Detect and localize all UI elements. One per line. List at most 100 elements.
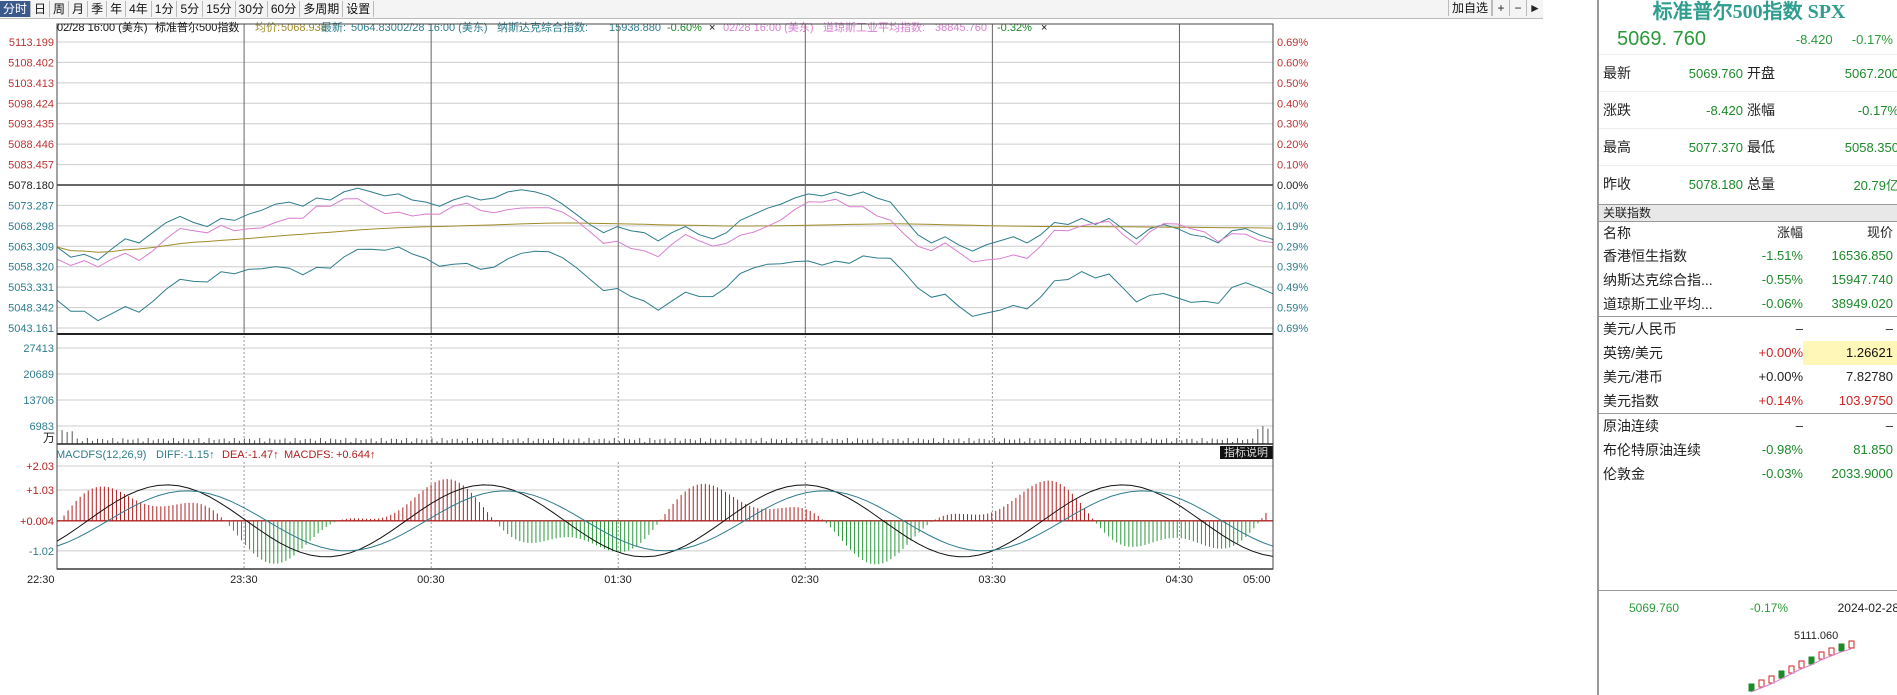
add-to-watchlist-button[interactable]: 加自选 <box>1447 0 1492 16</box>
minus-icon[interactable]: − <box>1509 0 1526 16</box>
time-axis-label: 02:30 <box>791 574 819 586</box>
period-button[interactable]: 日 <box>31 1 51 17</box>
stat-value: 5069.760 <box>1688 65 1743 81</box>
related-row[interactable]: 美元/人民币 – – <box>1599 316 1897 341</box>
related-row[interactable]: 香港恒生指数 -1.51% 16536.850 <box>1599 244 1897 268</box>
time-axis-label: 00:30 <box>417 574 445 586</box>
stat-label: 最低 <box>1747 139 1775 155</box>
chart-header-text: 02/28 16:00 (美东) <box>397 21 488 34</box>
macd-header-text: MACDFS(12,26,9) <box>56 449 146 461</box>
stat-value: -0.17% <box>1857 102 1897 118</box>
pct-axis-label: 0.40% <box>1277 98 1308 110</box>
col-price: 现价 <box>1866 225 1893 240</box>
volume-axis-label: 13706 <box>23 395 54 407</box>
toolbar-right: 加自选 + − ► <box>1447 0 1543 18</box>
stat-label: 最新 <box>1603 65 1631 81</box>
price-axis-label: 5103.413 <box>8 78 54 90</box>
chart-header-text: 均价: <box>255 21 280 34</box>
period-button[interactable]: 30分 <box>236 1 268 17</box>
time-axis-label: 23:30 <box>230 574 258 586</box>
avg-price-line <box>56 222 1274 253</box>
stat-label: 最高 <box>1603 139 1631 155</box>
stat-row: 昨收 5078.180 总量 20.79亿 <box>1599 165 1897 202</box>
period-toolbar: 分时日周月季年 4年 1分 5分 15分 30分 60分 多周期 设置 加自选 + − ► <box>0 0 1543 19</box>
period-button[interactable]: 分时 <box>0 1 32 17</box>
price-axis-label: 5098.424 <box>8 98 54 110</box>
period-button[interactable]: 年 <box>107 1 127 17</box>
chart-header-text: 5064.830 <box>351 22 397 34</box>
stat-value: 20.79亿 <box>1853 177 1897 193</box>
related-indices-header: 关联指数 <box>1599 204 1897 222</box>
chart-header-text: -0.60% <box>667 22 702 34</box>
footer-pct: -0.17% <box>1749 601 1789 615</box>
nasdaq-compare-line <box>56 246 1274 322</box>
mini-kline-chart: 5111.060 <box>1748 630 1855 693</box>
related-pct: -1.51% <box>1761 248 1803 263</box>
chart-header-text: 02/28 16:00 (美东) <box>57 21 148 34</box>
period-button[interactable]: 多周期 <box>300 1 344 17</box>
chart-header-text: × <box>709 22 715 34</box>
price-axis-label: 5093.435 <box>8 119 54 131</box>
volume-unit-label: 万 <box>43 431 55 445</box>
quote-stats: 最新 5069.760 开盘 5067.200 涨跌 -8.420 涨幅 -0.17% 最高 50… <box>1599 54 1897 202</box>
price-axis-label: 5083.457 <box>8 160 54 172</box>
macd-header-text: DIFF: <box>156 449 184 461</box>
pct-axis-label: 0.00% <box>1277 180 1308 192</box>
related-name: 伦敦金 <box>1603 466 1645 482</box>
indicator-help-button[interactable]: 指标说明 <box>1224 445 1268 459</box>
stat-value: 5078.180 <box>1688 176 1743 192</box>
stat-row: 最新 5069.760 开盘 5067.200 <box>1599 54 1897 91</box>
related-price: 15947.740 <box>1831 272 1893 287</box>
period-button[interactable]: 4年 <box>126 1 152 17</box>
related-row[interactable]: 美元/港币 +0.00% 7.82780 <box>1599 365 1897 389</box>
macd-header-text: MACDFS: <box>284 449 334 461</box>
macd-header-text: +0.644↑ <box>336 449 375 461</box>
related-pct: +0.14% <box>1758 393 1803 408</box>
pct-axis-label: 0.50% <box>1277 78 1308 90</box>
pct-axis-label: 0.10% <box>1277 200 1308 212</box>
related-row[interactable]: 道琼斯工业平均... -0.06% 38949.020 <box>1599 292 1897 316</box>
macd-dea-line <box>56 490 1274 552</box>
mini-candle <box>1808 656 1815 665</box>
stat-label: 昨收 <box>1603 176 1631 192</box>
macd-header-text: -1.15↑ <box>184 449 215 461</box>
mini-candle <box>1778 670 1785 679</box>
stat-label: 开盘 <box>1747 65 1775 81</box>
related-row[interactable]: 纳斯达克综合指... -0.55% 15947.740 <box>1599 268 1897 292</box>
plus-icon[interactable]: + <box>1492 0 1509 16</box>
pct-axis-label: 0.10% <box>1277 160 1308 172</box>
mini-candle <box>1798 660 1805 669</box>
arrow-right-icon[interactable]: ► <box>1526 0 1543 16</box>
related-price: 81.850 <box>1853 442 1893 457</box>
related-price: – <box>1885 418 1893 433</box>
price-axis-label: 5048.342 <box>8 303 54 315</box>
period-button[interactable]: 月 <box>69 1 89 17</box>
period-button[interactable]: 15分 <box>203 1 236 17</box>
related-row[interactable]: 布伦特原油连续 -0.98% 81.850 <box>1599 438 1897 462</box>
pct-axis-label: 0.49% <box>1277 282 1308 294</box>
related-column-headers: 名称 涨幅 现价 <box>1599 222 1897 244</box>
related-row[interactable]: 原油连续 – – <box>1599 413 1897 438</box>
period-button[interactable]: 季 <box>88 1 108 17</box>
related-row[interactable]: 美元指数 +0.14% 103.9750 <box>1599 389 1897 413</box>
related-row[interactable]: 伦敦金 -0.03% 2033.9000 <box>1599 462 1897 486</box>
related-pct: -0.98% <box>1761 442 1803 457</box>
period-button[interactable]: 1分 <box>152 1 178 17</box>
price-axis-label: 5063.309 <box>8 241 54 253</box>
pct-axis-label: 0.69% <box>1277 323 1308 335</box>
mini-ma-line <box>1750 648 1852 693</box>
related-price: 16536.850 <box>1831 248 1893 263</box>
macd-axis-label: +1.03 <box>26 485 54 497</box>
price-axis-label: 5043.161 <box>8 323 54 335</box>
period-button[interactable]: 5分 <box>177 1 204 17</box>
related-row[interactable]: 英镑/美元 +0.00% 1.26621 <box>1599 341 1897 365</box>
mini-candle <box>1768 675 1775 684</box>
period-button[interactable]: 设置 <box>343 1 375 17</box>
period-button[interactable]: 周 <box>50 1 70 17</box>
mini-candle <box>1838 643 1845 652</box>
pct-axis-label: 0.39% <box>1277 262 1308 274</box>
period-button[interactable]: 60分 <box>268 1 301 17</box>
col-name: 名称 <box>1603 225 1631 241</box>
macd-axis-label: +2.03 <box>26 461 54 473</box>
